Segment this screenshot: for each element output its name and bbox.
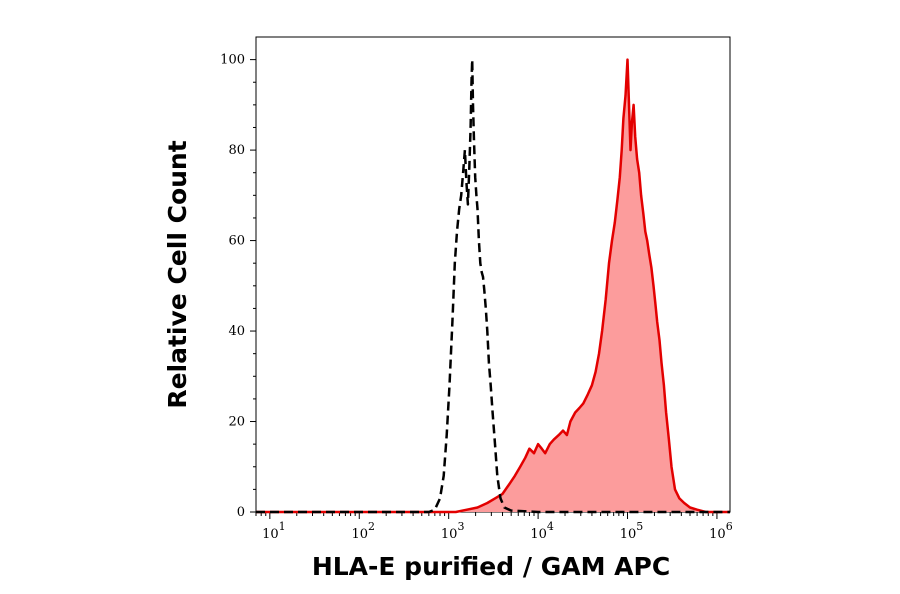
y-axis-title: Relative Cell Count: [163, 140, 192, 408]
x-tick-label: 102: [351, 520, 375, 542]
x-tick-label: 101: [262, 520, 286, 542]
x-tick-label: 103: [441, 520, 465, 542]
y-tick-label: 40: [228, 324, 245, 339]
series-1-line: [256, 58, 730, 514]
series-layer: [256, 58, 730, 514]
x-tick-label: 104: [530, 520, 554, 542]
y-tick-label: 100: [220, 53, 245, 68]
x-axis-title: HLA-E purified / GAM APC: [312, 552, 670, 581]
x-tick-label: 105: [620, 520, 644, 542]
y-axis-ticks: 0 20 40 60 80 100: [220, 53, 256, 520]
y-tick-label: 80: [228, 143, 245, 158]
series-2-line: [256, 58, 730, 514]
x-tick-label: 106: [709, 520, 733, 542]
y-tick-label: 0: [237, 505, 245, 520]
series-2-area: [256, 59, 730, 512]
y-minor-ticks: [253, 81, 256, 490]
y-tick-label: 20: [228, 415, 245, 430]
y-tick-label: 60: [228, 234, 245, 249]
x-axis-ticks: 101 102 103 104 105 106: [262, 512, 733, 542]
